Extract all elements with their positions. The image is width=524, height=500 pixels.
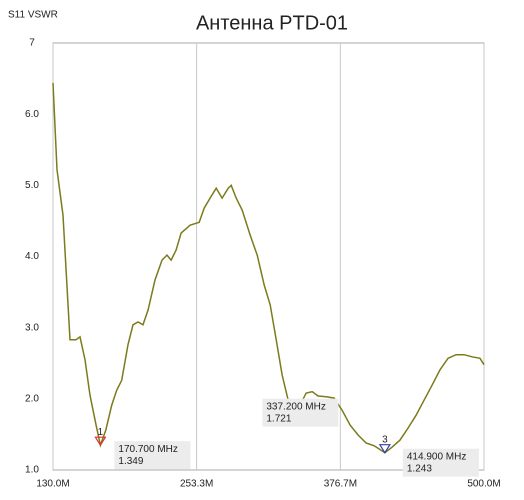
y-tick-label: 5.0 [25,180,39,191]
marker-label-box [114,441,191,470]
x-tick-label: 130.0M [36,479,69,490]
x-tick-label: 253.3M [180,479,213,490]
y-tick-label: 4.0 [25,251,39,262]
y-tick-label: 7 [29,38,35,49]
marker-label-box [402,448,479,477]
y-tick-label: 1.0 [25,465,39,476]
marker-value: 1.243 [407,463,432,474]
marker-freq: 170.700 MHz [118,444,177,455]
marker-number: 1 [98,427,104,438]
y-tick-label: 2.0 [25,393,39,404]
marker-number: 3 [382,434,388,445]
marker-value: 1.349 [118,456,143,467]
chart-title: Антенна PTD-01 [196,12,348,34]
vswr-line [52,82,485,454]
y-tick-label: 6.0 [25,109,39,120]
marker-value: 1.721 [266,413,291,424]
y-axis-label: S11 VSWR [8,10,58,21]
y-tick-label: 3.0 [25,322,39,333]
marker-freq: 337.200 MHz [266,401,325,412]
marker-freq: 414.900 MHz [407,451,466,462]
x-tick-label: 376.7M [324,479,357,490]
x-tick-label: 500.0M [467,479,500,490]
marker-label-box [262,398,339,427]
marker [378,444,391,454]
marker [94,436,107,447]
